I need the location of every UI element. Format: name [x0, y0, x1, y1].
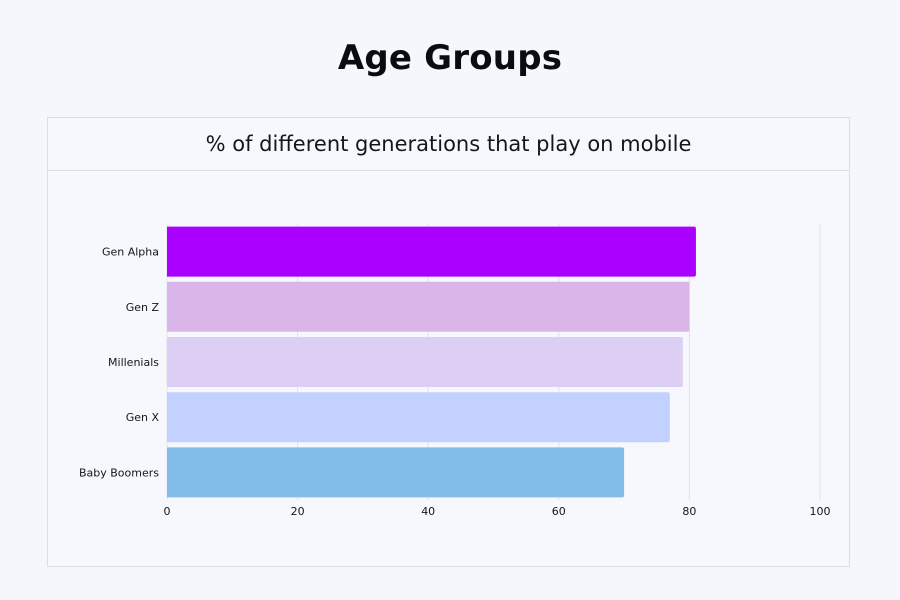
category-label: Gen Z	[126, 301, 160, 314]
bars	[167, 226, 696, 498]
bar-millenials	[167, 337, 683, 387]
category-label: Gen X	[126, 411, 160, 424]
category-labels: Gen Alpha Gen Z Millenials Gen X Baby Boomer…	[79, 246, 159, 480]
bar-gen-x	[167, 392, 670, 443]
chart-title: % of different generations that play on …	[205, 132, 692, 156]
category-label: Millenials	[108, 356, 159, 369]
x-tick-label: 100	[810, 505, 831, 518]
bar-gen-z	[167, 281, 690, 332]
x-tick-label: 0	[164, 505, 171, 518]
x-tick-label: 40	[421, 505, 435, 518]
x-tick-label: 60	[552, 505, 566, 518]
chart-header: % of different generations that play on …	[48, 118, 849, 171]
x-tick-label: 80	[682, 505, 696, 518]
x-tick-labels: 0 20 40 60 80 100	[164, 505, 831, 518]
page-title: Age Groups	[337, 38, 563, 78]
category-label: Baby Boomers	[79, 466, 159, 479]
bar-gen-alpha	[167, 226, 696, 277]
category-label: Gen Alpha	[102, 246, 159, 259]
bar-baby-boomers	[167, 447, 625, 498]
x-tick-label: 20	[291, 505, 305, 518]
